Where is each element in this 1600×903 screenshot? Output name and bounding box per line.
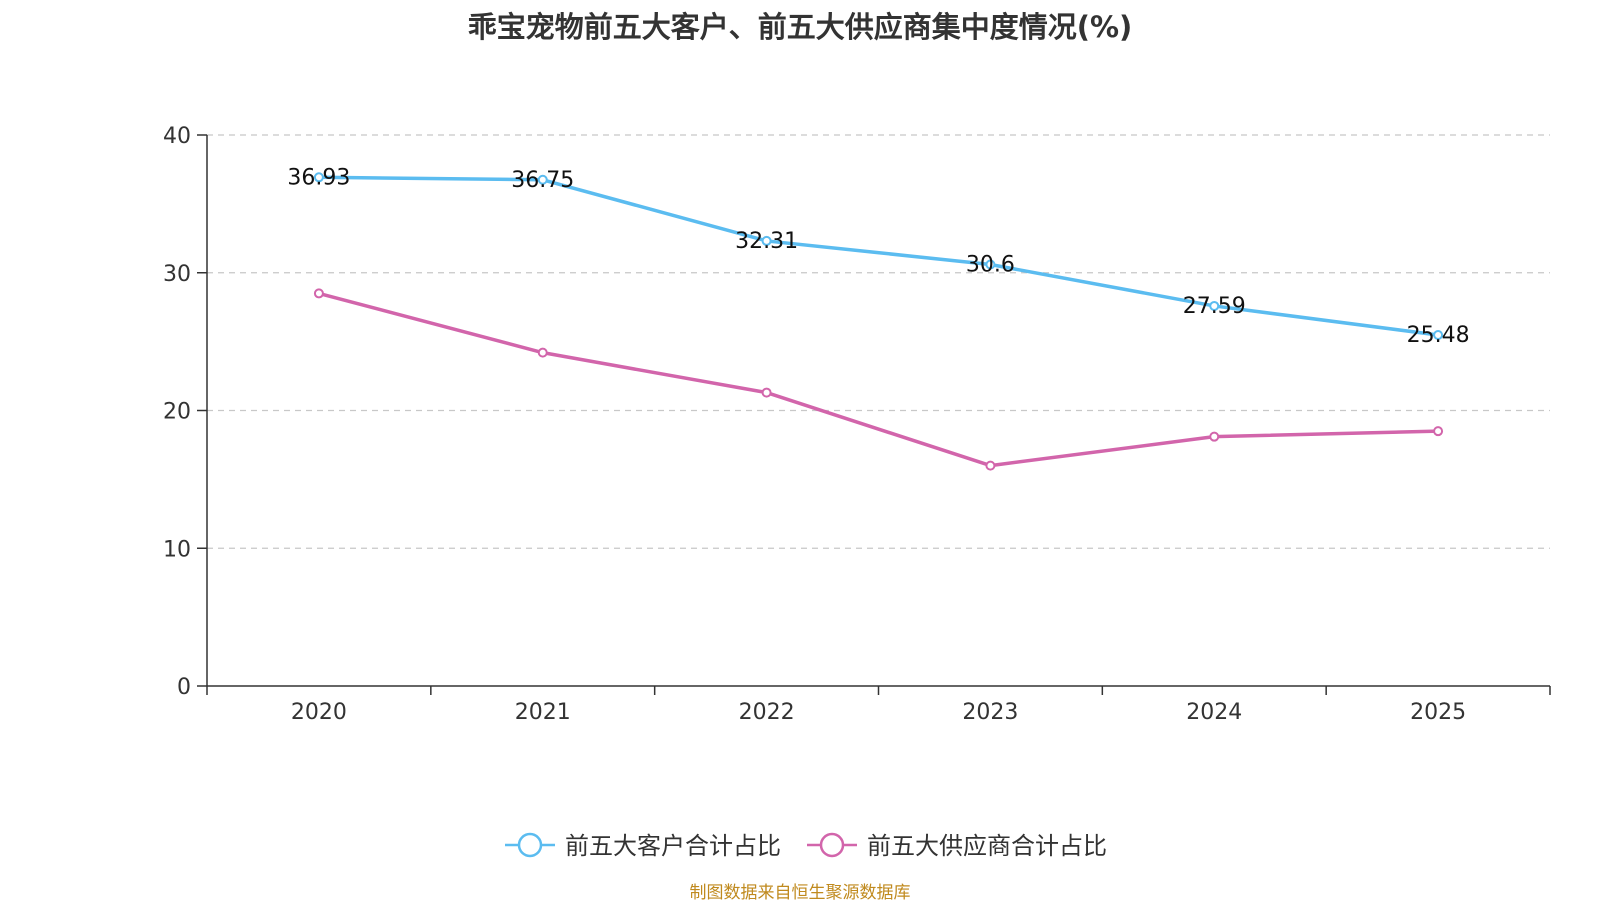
data-point [1209, 431, 1220, 442]
legend-item-1[interactable]: 前五大客户合计占比 [505, 832, 781, 860]
x-tick-label: 2025 [1410, 700, 1466, 725]
x-tick-label: 2021 [515, 700, 571, 725]
series-line-1 [318, 175, 1439, 337]
x-tick-label: 2022 [739, 700, 795, 725]
data-point [985, 259, 996, 270]
y-tick-label: 20 [163, 400, 191, 425]
data-point [1209, 300, 1220, 311]
legend-label: 前五大客户合计占比 [565, 832, 781, 860]
data-labels: 36.93 36.75 32.31 30.6 27.59 25.48 [287, 165, 1469, 348]
data-point [985, 460, 996, 471]
data-point [313, 172, 324, 183]
chart-title: 乖宝宠物前五大客户、前五大供应商集中度情况(%) [467, 10, 1133, 44]
y-tick-label: 0 [177, 675, 191, 700]
data-label: 36.75 [511, 168, 574, 193]
data-label: 30.6 [966, 252, 1015, 277]
legend-marker-icon [819, 832, 845, 858]
data-point [537, 347, 548, 358]
y-tick-label: 40 [163, 124, 191, 149]
data-label: 25.48 [1407, 323, 1470, 348]
data-label: 32.31 [735, 229, 798, 254]
axes: 0 10 20 30 40 2020 2021 2022 2023 2024 2025 [163, 124, 1551, 725]
x-tick-label: 2023 [962, 700, 1018, 725]
y-tick-label: 10 [163, 537, 191, 562]
legend-label: 前五大供应商合计占比 [867, 832, 1107, 860]
data-label: 27.59 [1183, 294, 1246, 319]
legend[interactable]: 前五大客户合计占比 前五大供应商合计占比 [505, 832, 1107, 860]
data-point [761, 387, 772, 398]
y-tick-label: 30 [163, 262, 191, 287]
series-line-2 [318, 291, 1439, 468]
legend-item-2[interactable]: 前五大供应商合计占比 [807, 832, 1107, 860]
x-tick-label: 2024 [1186, 700, 1242, 725]
legend-marker-icon [517, 832, 543, 858]
source-note: 制图数据来自恒生聚源数据库 [689, 883, 911, 903]
data-point [537, 174, 548, 185]
series [313, 172, 1444, 471]
data-point [1433, 426, 1444, 437]
data-label: 36.93 [287, 165, 350, 190]
data-point [761, 235, 772, 246]
x-tick-label: 2020 [291, 700, 347, 725]
data-point [313, 288, 324, 299]
grid-lines [207, 134, 1550, 549]
data-point [1433, 330, 1444, 341]
